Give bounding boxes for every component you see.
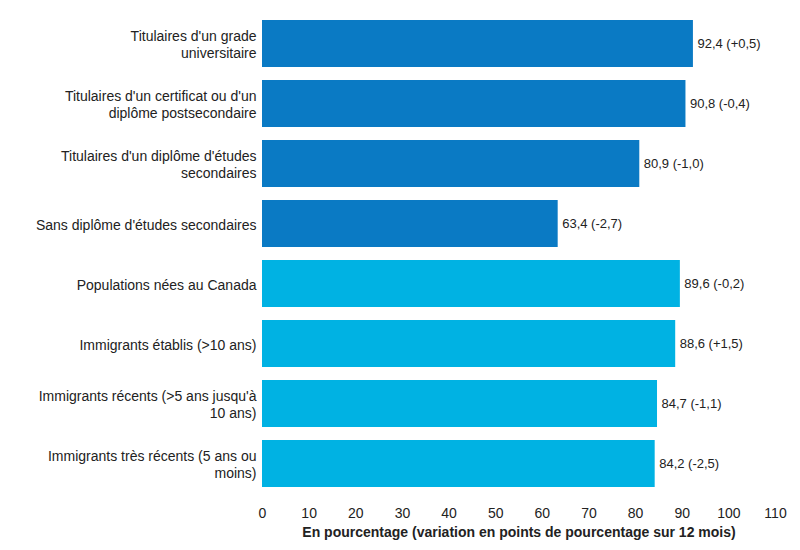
svg-text:30: 30 [395,505,411,521]
svg-text:70: 70 [581,505,597,521]
svg-text:Immigrants récents (>5 ans jus: Immigrants récents (>5 ans jusqu'à10 ans… [39,388,257,422]
svg-text:40: 40 [441,505,457,521]
svg-text:Sans diplôme d'études secondai: Sans diplôme d'études secondaires [36,217,257,233]
svg-text:92,4 (+0,5): 92,4 (+0,5) [697,36,760,51]
svg-text:Titulaires d'un certificat ou: Titulaires d'un certificat ou d'undiplôm… [65,88,257,122]
svg-text:50: 50 [488,505,504,521]
svg-text:80: 80 [628,505,644,521]
svg-text:Populations nées au Canada: Populations nées au Canada [77,277,257,293]
svg-text:90: 90 [674,505,690,521]
svg-text:89,6 (-0,2): 89,6 (-0,2) [684,276,744,291]
svg-text:100: 100 [717,505,741,521]
svg-text:20: 20 [348,505,364,521]
svg-text:0: 0 [259,505,267,521]
svg-text:84,2 (-2,5): 84,2 (-2,5) [659,456,719,471]
svg-text:Immigrants très récents (5 ans: Immigrants très récents (5 ans oumoins) [48,448,257,482]
svg-text:10: 10 [301,505,317,521]
svg-text:Titulaires d'un diplôme d'étud: Titulaires d'un diplôme d'étudessecondai… [61,148,257,182]
svg-text:84,7 (-1,1): 84,7 (-1,1) [662,396,722,411]
svg-text:88,6 (+1,5): 88,6 (+1,5) [680,336,743,351]
svg-text:Immigrants établis (>10 ans): Immigrants établis (>10 ans) [79,337,256,353]
svg-text:80,9 (-1,0): 80,9 (-1,0) [644,156,704,171]
svg-text:90,8 (-0,4): 90,8 (-0,4) [690,96,750,111]
svg-text:63,4 (-2,7): 63,4 (-2,7) [562,216,622,231]
svg-text:110: 110 [764,505,787,521]
svg-text:60: 60 [535,505,551,521]
svg-text:Titulaires d'un gradeuniversit: Titulaires d'un gradeuniversitaire [131,28,257,62]
svg-text:En pourcentage (variation en p: En pourcentage (variation en points de p… [302,524,735,540]
